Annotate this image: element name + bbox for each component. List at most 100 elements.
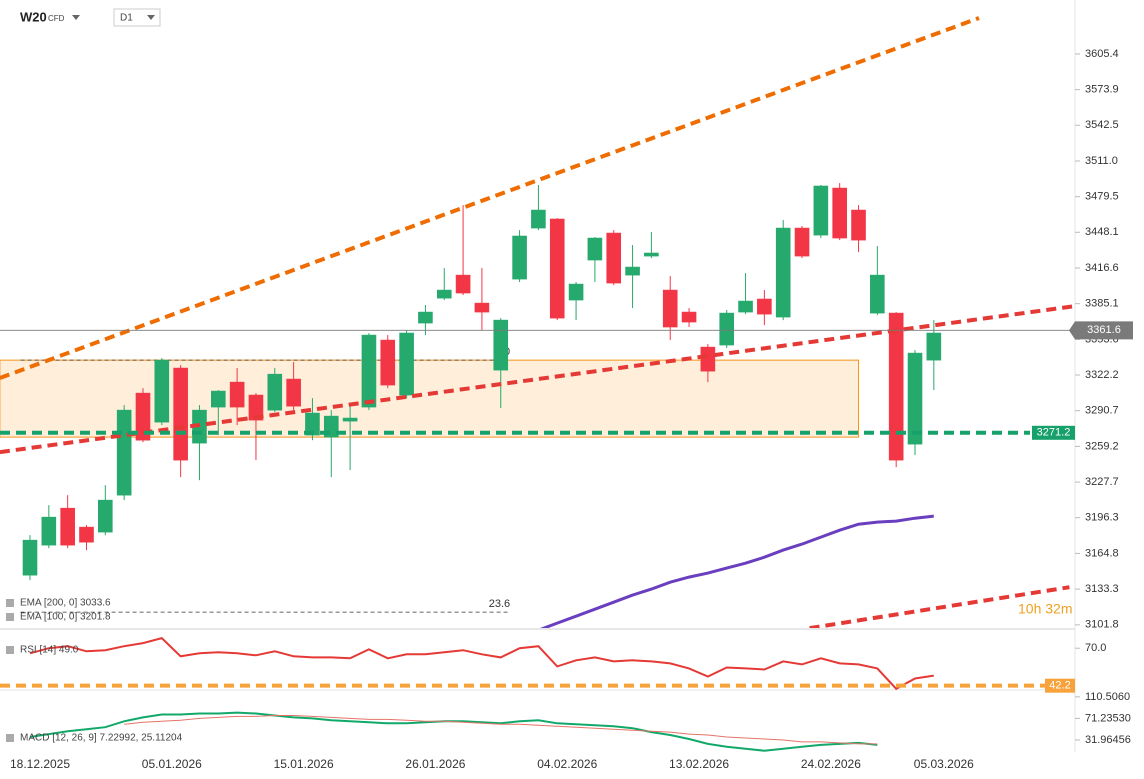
candle-body (342, 417, 358, 422)
y-tick-label: 71.23530 (1085, 712, 1131, 724)
candle-body (60, 507, 75, 546)
candle-body (211, 390, 226, 408)
y-tick-label: 3416.6 (1085, 262, 1119, 274)
candle-body (794, 227, 810, 257)
x-tick-label: 24.02.2026 (801, 757, 861, 771)
x-tick-label: 04.02.2026 (537, 757, 597, 771)
indicator-line (539, 514, 934, 628)
candle-body (813, 185, 829, 236)
candle-body (644, 252, 659, 257)
candle-body (474, 302, 490, 313)
legend-label: RSI [14] 49.0 (20, 645, 79, 656)
legend-label: MACD [12, 26, 9] 7.22992, 25.11204 (20, 733, 183, 744)
y-tick-label: 3290.7 (1085, 405, 1119, 417)
candle-body (907, 352, 923, 445)
countdown: 10h 32m (1018, 601, 1072, 617)
candle-body (681, 311, 697, 323)
candle-body (79, 526, 94, 543)
timeframe[interactable]: D1 (120, 13, 133, 24)
candle-body (154, 359, 170, 423)
candle-body (662, 289, 678, 328)
x-tick-label: 26.01.2026 (405, 757, 465, 771)
candle-body (926, 332, 942, 361)
panel (29, 636, 934, 690)
legend-icon (6, 734, 14, 742)
level-label: 42.2 (1049, 680, 1070, 692)
candle-body (380, 339, 396, 386)
y-tick-label: 3605.4 (1085, 48, 1119, 60)
candle-body (587, 237, 603, 261)
candle-body (267, 373, 283, 411)
candle-body (399, 332, 414, 396)
x-tick-label: 13.02.2026 (669, 757, 729, 771)
y-tick-label: 70.0 (1085, 642, 1106, 654)
candle-body (888, 312, 904, 461)
indicator-label: EMA [200, 0] 3033.6 (20, 598, 111, 609)
candle-body (361, 334, 377, 408)
dropdown-arrow[interactable] (147, 15, 155, 20)
y-tick-label: 3479.5 (1085, 191, 1119, 203)
symbol[interactable]: W20 (20, 9, 47, 24)
candle-body (775, 227, 791, 318)
level-label: 3271.2 (1037, 427, 1071, 439)
candle-body (98, 499, 113, 533)
candle-body (22, 539, 38, 576)
y-tick-label: 3448.1 (1085, 226, 1119, 238)
y-tick-label: 3196.3 (1085, 512, 1119, 524)
price-label-box (1069, 321, 1133, 340)
level-label-box (1032, 425, 1075, 440)
candle-body (851, 209, 866, 241)
x-tick-label: 05.01.2026 (142, 757, 202, 771)
trend-line (809, 585, 1070, 628)
x-tick-label: 05.03.2026 (914, 757, 974, 771)
indicator-line (29, 636, 934, 690)
candle-body (757, 298, 772, 315)
candle-body (700, 346, 716, 372)
candle-body (493, 319, 509, 371)
candle-body (286, 378, 301, 407)
candle-body (436, 289, 452, 299)
candle-body (719, 312, 735, 346)
candle-body (531, 209, 546, 229)
x-tick-label: 15.01.2026 (274, 757, 334, 771)
legend-icon (6, 646, 14, 654)
candle-body (135, 392, 151, 441)
candle-body (248, 394, 264, 421)
panel: 0.023.6 (0, 16, 1075, 628)
y-tick-label: 3227.7 (1085, 476, 1119, 488)
y-tick-label: 3573.9 (1085, 84, 1119, 96)
level-label-box (1045, 678, 1075, 693)
candle-body (455, 274, 471, 294)
panel (29, 711, 878, 752)
candle-body (512, 235, 527, 280)
legend-icon (6, 599, 14, 607)
candle-body (738, 300, 753, 313)
candle-body (41, 516, 57, 546)
y-tick-label: 3133.3 (1085, 583, 1119, 595)
dropdown-arrow[interactable] (72, 15, 80, 20)
y-tick-label: 3322.2 (1085, 369, 1119, 381)
y-tick-label: 3259.2 (1085, 440, 1119, 452)
legend-icon (6, 613, 14, 621)
candle-body (606, 232, 622, 284)
candle-body (832, 187, 847, 239)
candle-body (418, 311, 433, 324)
y-tick-label: 3101.8 (1085, 619, 1119, 631)
candle-body (549, 218, 565, 319)
candle-body (229, 381, 245, 408)
y-tick-label: 110.5060 (1085, 691, 1130, 703)
candle-body (116, 409, 132, 496)
indicator-line (124, 715, 878, 745)
x-tick-label: 18.12.2025 (10, 757, 70, 771)
y-tick-label: 3164.8 (1085, 547, 1119, 559)
timeframe-box[interactable] (113, 8, 161, 27)
candle-body (870, 274, 885, 314)
candle-body (173, 367, 188, 461)
y-tick-label: 3385.1 (1085, 298, 1119, 310)
legend-label: EMA [100, 0] 3201.8 (20, 612, 111, 623)
y-tick-label: 31.96456 (1085, 734, 1131, 746)
candle-body (305, 412, 320, 436)
trend-line (0, 16, 980, 380)
